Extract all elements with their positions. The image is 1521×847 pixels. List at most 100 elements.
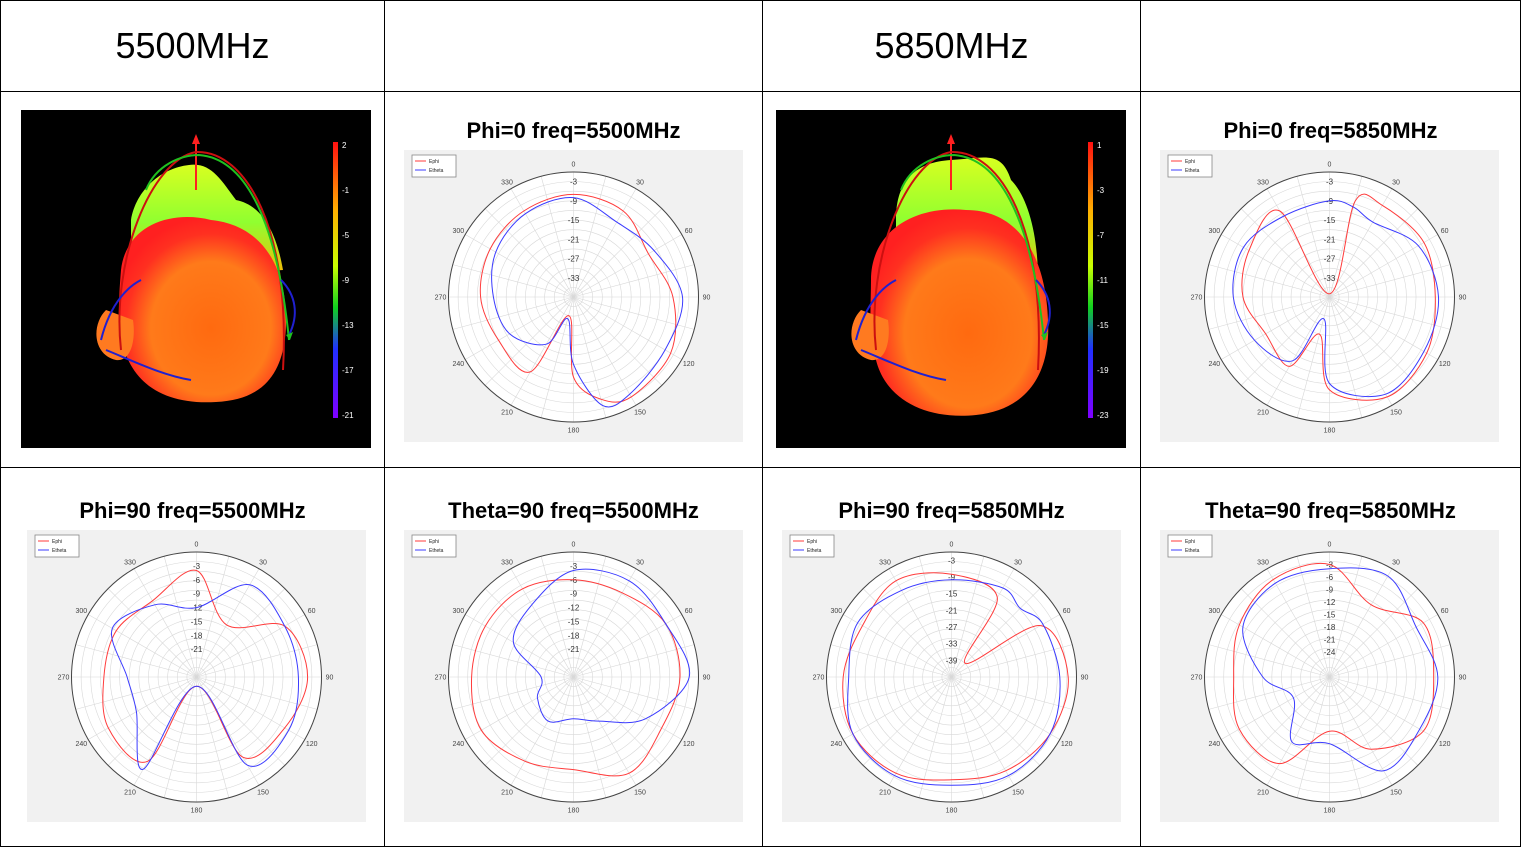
- grid-spoke: [465, 296, 574, 360]
- azimuth-cut-blue-right: [1035, 279, 1051, 336]
- grid-spoke: [1296, 296, 1330, 418]
- z-axis-arrow: [947, 134, 955, 144]
- angle-tick-label: 150: [1390, 410, 1402, 417]
- plot-title: Theta=90 freq=5500MHz: [448, 498, 699, 523]
- grid-spoke: [951, 644, 1073, 678]
- plot-title: Phi=0 freq=5850MHz: [1223, 118, 1438, 143]
- angle-tick-label: 180: [1324, 808, 1336, 815]
- radial-tick-label: -6: [1326, 573, 1334, 582]
- radial-tick-label: -27: [946, 623, 958, 632]
- angle-tick-label: 270: [58, 675, 70, 682]
- angle-tick-label: 330: [124, 559, 136, 566]
- azimuth-cut-blue-right: [280, 279, 296, 336]
- legend-label: Ephi: [52, 539, 62, 545]
- radial-tick-label: -33: [568, 274, 580, 283]
- grid-spoke: [573, 296, 663, 386]
- cell-phi0-5500: Phi=0 freq=5500MHz Ephi Etheta 0 30 60 90 120 1…: [385, 92, 763, 468]
- grid-spoke: [573, 644, 695, 678]
- radial-tick-label: -33: [946, 640, 958, 649]
- angle-tick-label: 240: [452, 741, 464, 748]
- grid-spoke: [1208, 296, 1330, 330]
- grid-spoke: [843, 614, 952, 678]
- elevation-cut-green: [900, 153, 1045, 341]
- grid-spoke: [573, 208, 663, 298]
- radial-tick-label: -21: [1324, 235, 1336, 244]
- grid-spoke: [510, 188, 574, 298]
- angle-tick-label: 150: [1012, 790, 1024, 797]
- grid-spoke: [951, 556, 985, 678]
- grid-spoke: [1208, 644, 1330, 678]
- series-ephi-line: [842, 572, 1069, 781]
- grid-spoke: [1329, 176, 1363, 298]
- color-scale-tick-label: -3: [1097, 186, 1105, 195]
- legend-label: Ephi: [429, 539, 439, 545]
- grid-spoke: [573, 296, 695, 330]
- polar-frame: [826, 551, 1077, 803]
- angle-tick-label: 30: [636, 179, 644, 186]
- grid-spoke: [1221, 296, 1330, 360]
- grid-spoke: [1208, 676, 1330, 710]
- angle-tick-label: 120: [683, 741, 695, 748]
- polar-plot: Ephi Etheta 0 30 60 90 120 150 180 210 240 270 300 33…: [404, 150, 743, 442]
- legend-label: Ephi: [807, 539, 817, 545]
- angle-tick-label: 300: [452, 228, 464, 235]
- grid-spoke: [196, 614, 305, 678]
- grid-spoke: [484, 208, 574, 298]
- angle-tick-label: 330: [879, 559, 891, 566]
- angle-tick-label: 270: [1191, 675, 1203, 682]
- plot-title: Phi=0 freq=5500MHz: [466, 118, 681, 143]
- angle-tick-label: 270: [813, 675, 825, 682]
- grid-spoke: [196, 568, 260, 678]
- color-scale-tick-label: -7: [1097, 231, 1105, 240]
- elevation-cut-green: [145, 153, 290, 341]
- angle-tick-label: 60: [308, 608, 316, 615]
- angle-tick-label: 180: [568, 808, 580, 815]
- grid-spoke: [196, 676, 260, 786]
- grid-spoke: [1329, 556, 1363, 678]
- grid-spoke: [133, 568, 197, 678]
- header-label: 5500MHz: [115, 25, 270, 66]
- grid-spoke: [573, 556, 607, 678]
- grid-spoke: [1329, 676, 1419, 766]
- angle-tick-label: 0: [1328, 162, 1332, 169]
- radiation-pattern-3d-image: 2 -1 -5 -9 -13 -17 -21: [96, 134, 354, 420]
- radial-tick-label: -15: [946, 590, 958, 599]
- grid-spoke: [573, 264, 695, 298]
- angle-tick-label: 60: [685, 608, 693, 615]
- grid-spoke: [951, 588, 1041, 678]
- grid-spoke: [196, 644, 318, 678]
- polar-plot: Ephi Etheta 0 30 60 90 120 150 180 210 240 270 300 33…: [1160, 530, 1499, 822]
- radial-tick-label: -21: [1324, 636, 1336, 645]
- grid-spoke: [1296, 556, 1330, 678]
- pattern-main-lobe: [870, 209, 1049, 416]
- angle-tick-label: 120: [306, 741, 318, 748]
- cell-phi90-5850: Phi=90 freq=5850MHz Ephi Etheta 0 30 60 90 120…: [763, 468, 1141, 847]
- color-scale-tick-label: -23: [1097, 411, 1109, 420]
- radial-tick-label: -27: [1324, 255, 1336, 264]
- series-ephi-line: [479, 193, 677, 403]
- header-cell-1: 5500MHz: [0, 0, 385, 92]
- angle-tick-label: 150: [257, 790, 269, 797]
- color-scale-tick-label: -11: [1097, 276, 1109, 285]
- header-cell-4: [1141, 0, 1521, 92]
- grid-spoke: [951, 614, 1060, 678]
- angle-tick-label: 0: [950, 542, 954, 549]
- angle-tick-label: 240: [452, 361, 464, 368]
- angle-tick-label: 180: [946, 808, 958, 815]
- grid-spoke: [573, 676, 663, 766]
- grid-spoke: [452, 264, 574, 298]
- azimuth-cut-blue-left: [100, 279, 142, 341]
- angle-tick-label: 60: [1441, 608, 1449, 615]
- pattern-main-lobe: [119, 217, 286, 403]
- radial-tick-label: -9: [570, 197, 578, 206]
- radial-tick-label: -39: [946, 656, 958, 665]
- grid-spoke: [951, 676, 1041, 766]
- angle-tick-label: 210: [501, 790, 513, 797]
- grid-spoke: [573, 176, 607, 298]
- grid-spoke: [1240, 296, 1330, 386]
- angle-tick-label: 300: [452, 608, 464, 615]
- grid-spoke: [573, 296, 682, 360]
- radial-tick-label: -21: [568, 235, 580, 244]
- grid-spoke: [1329, 296, 1438, 360]
